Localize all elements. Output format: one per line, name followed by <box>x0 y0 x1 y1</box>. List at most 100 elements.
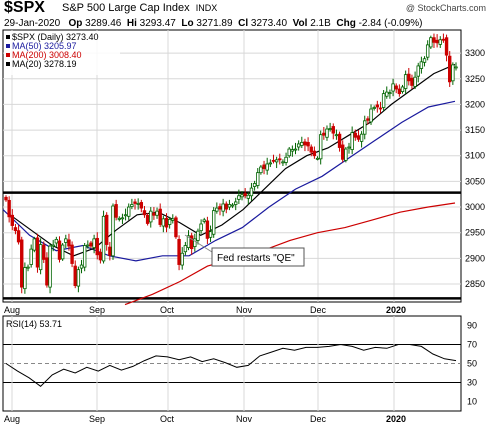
candle-body <box>227 204 232 208</box>
price-ytick-label: 3150 <box>465 125 485 135</box>
rsi-xtick-label: Oct <box>160 414 175 424</box>
candle-body <box>337 133 342 148</box>
candle <box>136 198 140 210</box>
candle-body <box>76 269 81 287</box>
candle <box>252 180 257 191</box>
candle <box>79 259 84 274</box>
candle-body <box>92 238 96 249</box>
candle-body <box>224 203 228 210</box>
candle-body <box>290 149 295 152</box>
candle <box>127 203 131 220</box>
candle-body <box>429 37 433 48</box>
candle-body <box>57 240 62 260</box>
candle-body <box>353 132 358 138</box>
price-xtick-label: Sep <box>89 305 105 315</box>
candle <box>262 160 266 175</box>
price-ytick-label: 2950 <box>465 228 485 238</box>
annotation-leader <box>184 234 213 253</box>
candle <box>152 207 156 220</box>
candle-body <box>60 244 65 260</box>
candle-body <box>268 162 273 165</box>
candle <box>378 101 383 114</box>
candle <box>108 241 112 261</box>
candle-body <box>419 61 424 69</box>
rsi-panel: 10 30 50 70 90 Aug Sep Oct Nov Dec 2020 RSI(14) 5… <box>2 315 477 424</box>
quote-date: 29-Jan-2020 <box>4 18 61 29</box>
candle-body <box>309 146 313 153</box>
candle <box>16 225 21 245</box>
fed-annotation: Fed restarts "QE" <box>184 234 305 267</box>
candle <box>331 123 335 140</box>
candle-body <box>171 218 175 221</box>
candle <box>359 131 364 148</box>
candle-body <box>108 246 112 256</box>
rsi-ytick-label: 90 <box>467 321 477 331</box>
candle <box>174 215 178 239</box>
candle <box>180 247 184 270</box>
candle <box>369 104 373 125</box>
candle <box>234 197 238 211</box>
candle-body <box>422 58 427 63</box>
annotation-box <box>211 247 305 267</box>
legend-swatch-ma50 <box>6 44 10 48</box>
lo-value: 3271.89 <box>196 18 233 29</box>
candle <box>95 232 99 260</box>
candle-body <box>51 244 55 247</box>
candle-body <box>86 244 90 247</box>
candle <box>183 241 188 256</box>
candle-body <box>152 212 156 216</box>
rsi-xtick-label: Dec <box>310 414 327 424</box>
candle <box>419 56 424 74</box>
cl-value: 3273.40 <box>250 18 288 29</box>
candle-body <box>318 134 323 160</box>
legend-swatch-price <box>6 35 10 39</box>
candle-body <box>180 252 184 266</box>
index-fullname: S&P 500 Large Cap Index <box>62 2 190 14</box>
candle-body <box>416 65 420 77</box>
candle-body <box>350 132 354 150</box>
rsi-panel-frame <box>2 315 462 412</box>
legend-swatch-ma200 <box>6 53 10 57</box>
candle <box>391 78 395 97</box>
candle-body <box>400 86 405 92</box>
price-legend: $SPX (Daily) 3273.40 MA(50) 3205.97 MA(2… <box>4 31 120 75</box>
candle-body <box>372 107 376 109</box>
candle-body <box>391 83 395 92</box>
candle <box>23 262 27 294</box>
candle-body <box>7 199 11 218</box>
candle-body <box>29 248 33 265</box>
candle-body <box>249 187 254 197</box>
candle <box>64 234 68 249</box>
candle-body <box>202 219 206 222</box>
candle-body <box>410 77 414 86</box>
candle-body <box>375 104 380 108</box>
candle <box>306 137 310 152</box>
candle-body <box>67 239 71 247</box>
rsi-line <box>5 343 457 387</box>
candle-body <box>45 257 49 286</box>
candle-body <box>246 194 251 199</box>
candle <box>86 240 90 249</box>
candle <box>215 202 219 214</box>
legend-bg <box>4 31 120 75</box>
candle <box>227 199 232 211</box>
candle-body <box>218 206 222 210</box>
rsi-ytick-label: 50 <box>467 359 477 369</box>
candle-body <box>64 238 68 243</box>
candle-body <box>331 126 335 134</box>
candle-body <box>54 238 59 244</box>
candle-body <box>369 108 373 123</box>
candle <box>92 234 96 254</box>
candle <box>435 34 439 48</box>
candle-body <box>167 218 172 225</box>
candle-body <box>117 217 121 220</box>
candle <box>171 214 175 224</box>
candle <box>296 140 301 151</box>
rsi-ytick-label: 30 <box>467 378 477 388</box>
candle-body <box>394 85 398 90</box>
hi-label: Hi <box>126 18 137 29</box>
candle <box>10 209 14 231</box>
price-xtick-label: 2020 <box>386 305 406 315</box>
candle-body <box>133 201 137 204</box>
candle-body <box>252 183 257 187</box>
